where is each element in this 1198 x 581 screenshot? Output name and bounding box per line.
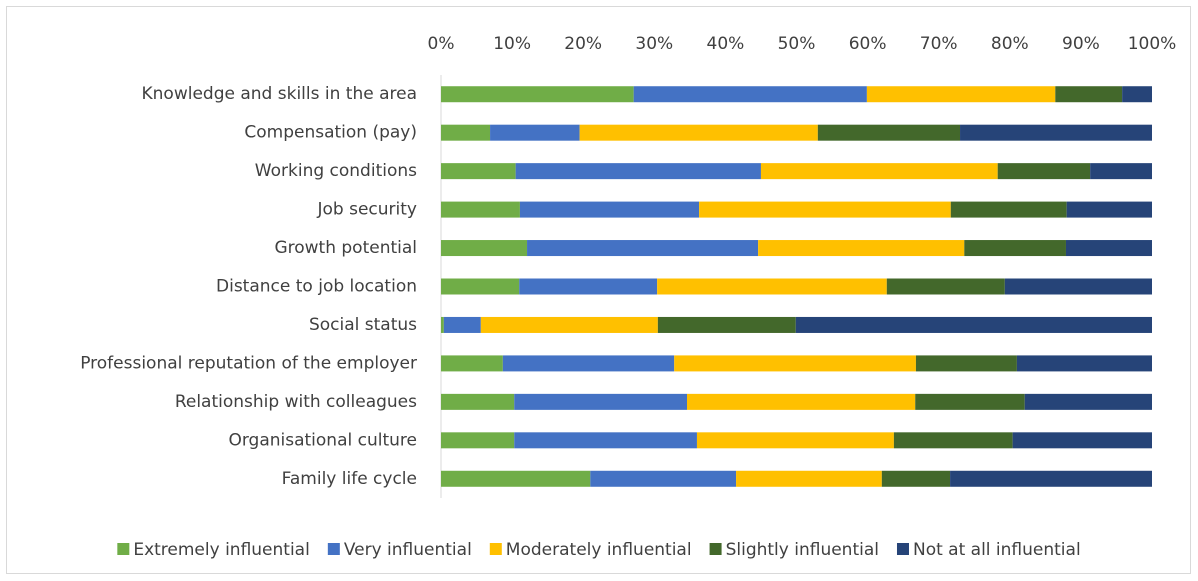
- bar-segment: [881, 470, 951, 487]
- bar-segment: [1065, 240, 1152, 257]
- bar-segment: [817, 124, 961, 141]
- x-tick-label: 30%: [635, 34, 673, 54]
- bar-segment: [657, 316, 796, 333]
- bar-segment: [674, 355, 916, 372]
- bar-segment: [579, 124, 818, 141]
- bar-segment: [514, 393, 688, 410]
- bar-segment: [441, 316, 444, 333]
- bar-segment: [657, 278, 887, 295]
- bar-segment: [519, 201, 700, 218]
- legend-label: Not at all influential: [913, 540, 1081, 560]
- legend-swatch: [896, 543, 909, 555]
- bar-segment: [1122, 86, 1152, 103]
- bar-segment: [699, 201, 951, 218]
- x-tick-label: 100%: [1128, 34, 1177, 54]
- bar-segment: [441, 432, 515, 449]
- y-tick-label: Knowledge and skills in the area: [142, 84, 418, 104]
- bar-segment: [795, 316, 1152, 333]
- bar-segment: [441, 470, 591, 487]
- bar-segment: [696, 432, 894, 449]
- bar-segment: [441, 278, 520, 295]
- legend-label: Slightly influential: [726, 540, 879, 560]
- bar-segment: [1066, 201, 1152, 218]
- x-tick-label: 90%: [1062, 34, 1100, 54]
- bar-segment: [514, 432, 697, 449]
- x-tick-label: 70%: [920, 34, 958, 54]
- x-tick-label: 60%: [849, 34, 887, 54]
- bar-segment: [1012, 432, 1152, 449]
- y-tick-label: Family life cycle: [282, 469, 417, 489]
- bar-segment: [480, 316, 658, 333]
- bar-segment: [1004, 278, 1152, 295]
- y-tick-label: Social status: [309, 315, 417, 335]
- legend-swatch: [327, 543, 340, 555]
- bar-segment: [915, 355, 1017, 372]
- bar-segment: [441, 355, 503, 372]
- bar-segment: [590, 470, 737, 487]
- bar-segment: [950, 201, 1067, 218]
- y-tick-label: Organisational culture: [228, 430, 417, 450]
- bar-segment: [886, 278, 1005, 295]
- legend-label: Moderately influential: [506, 540, 692, 560]
- y-tick-label: Distance to job location: [216, 277, 417, 297]
- bar-segment: [1055, 86, 1123, 103]
- bar-segment: [736, 470, 882, 487]
- legend-label: Very influential: [344, 540, 472, 560]
- y-tick-label: Growth potential: [274, 238, 417, 258]
- x-tick-label: 40%: [707, 34, 745, 54]
- y-tick-label: Compensation (pay): [244, 123, 417, 143]
- x-tick-label: 20%: [564, 34, 602, 54]
- bar-segment: [866, 86, 1056, 103]
- bar-segment: [758, 240, 965, 257]
- bar-segment: [1024, 393, 1152, 410]
- bar-segment: [893, 432, 1013, 449]
- x-tick-label: 0%: [428, 34, 455, 54]
- bar-segment: [915, 393, 1025, 410]
- bar-segment: [760, 163, 998, 180]
- bar-segment: [633, 86, 867, 103]
- bar-segment: [443, 316, 481, 333]
- y-tick-label: Professional reputation of the employer: [80, 353, 417, 373]
- bar-segment: [441, 240, 528, 257]
- bar-segment: [502, 355, 675, 372]
- bar-segment: [687, 393, 916, 410]
- bar-segment: [1016, 355, 1152, 372]
- x-tick-label: 10%: [493, 34, 531, 54]
- bar-segment: [527, 240, 759, 257]
- legend-label: Extremely influential: [133, 540, 310, 560]
- bar-segment: [515, 163, 761, 180]
- legend-swatch: [117, 543, 130, 555]
- bar-segment: [441, 393, 515, 410]
- legend-swatch: [489, 543, 502, 555]
- bar-segment: [964, 240, 1066, 257]
- bar-segment: [490, 124, 580, 141]
- bar-segment: [950, 470, 1152, 487]
- bar-segment: [960, 124, 1152, 141]
- y-tick-label: Job security: [317, 200, 418, 220]
- y-tick-label: Working conditions: [255, 161, 417, 181]
- bar-segment: [441, 86, 634, 103]
- bar-segment: [997, 163, 1091, 180]
- bar-segment: [519, 278, 658, 295]
- legend-swatch: [709, 543, 722, 555]
- x-tick-label: 50%: [778, 34, 816, 54]
- bar-segment: [441, 124, 491, 141]
- y-tick-label: Relationship with colleagues: [175, 392, 417, 412]
- bar-segment: [1090, 163, 1152, 180]
- bar-segment: [441, 163, 516, 180]
- bar-segment: [441, 201, 520, 218]
- x-tick-label: 80%: [991, 34, 1029, 54]
